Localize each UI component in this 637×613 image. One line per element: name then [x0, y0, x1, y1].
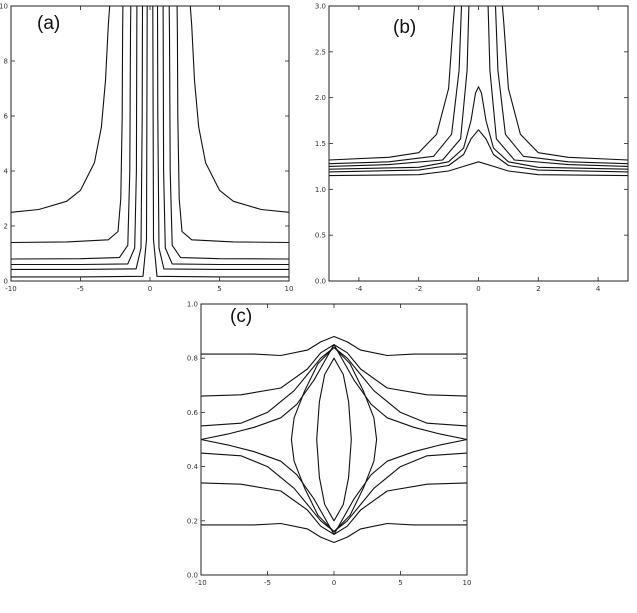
contour-line-b-1: [328, 5, 456, 161]
panel-label-a: (a): [37, 13, 60, 34]
y-tick-label-b: 1.5: [315, 140, 326, 148]
y-tick-label-b: 3.0: [315, 3, 326, 11]
contour-line-a-12: [152, 5, 290, 278]
x-tick-label-a: 5: [217, 285, 221, 293]
contour-line-a-5: [10, 5, 132, 260]
contour-line-c-9: [316, 357, 352, 522]
contour-line-a-1: [10, 5, 111, 213]
x-tick-label-b: 4: [596, 285, 601, 293]
contour-line-a-11: [10, 5, 148, 278]
curves-b: [328, 5, 629, 177]
x-tick-label-b: 2: [536, 285, 540, 293]
x-tick-label-c: 0: [332, 579, 336, 587]
y-tick-label-c: 0.6: [187, 409, 199, 417]
plot-frame-b: [328, 5, 629, 282]
x-tick-label-c: -10: [195, 579, 206, 587]
contour-line-a-6: [168, 5, 290, 260]
plot-frame-a: [10, 5, 290, 282]
contour-line-a-8: [162, 5, 290, 266]
curves-a: [10, 5, 290, 278]
contour-line-b-8: [328, 129, 629, 173]
curves-c: [200, 335, 468, 544]
y-tick-label-c: 1.0: [187, 301, 198, 309]
y-tick-label-b: 0.5: [315, 232, 326, 240]
contour-line-a-2: [189, 5, 290, 213]
x-tick-label-a: 10: [285, 285, 294, 293]
contour-line-c-2: [200, 522, 468, 544]
y-tick-label-b: 1.0: [315, 186, 326, 194]
y-tick-label-a: 10: [0, 3, 8, 11]
y-tick-label-a: 8: [4, 58, 8, 66]
contour-line-c-3: [200, 344, 468, 397]
x-tick-label-b: -4: [355, 285, 363, 293]
x-tick-label-c: 10: [463, 579, 472, 587]
contour-line-c-4: [200, 482, 468, 535]
contour-line-b-2: [501, 5, 629, 161]
x-tick-label-a: -10: [5, 285, 16, 293]
panel-b: -4 -2 0 2 4 0.0 0.5 1.0 1.5 2.0 2.5 3.0 (b): [315, 3, 629, 293]
contour-line-a-10: [156, 5, 290, 270]
y-tick-label-b: 2.5: [315, 48, 326, 56]
y-tick-label-b: 2.0: [315, 94, 326, 102]
x-tick-label-b: -2: [415, 285, 422, 293]
contour-line-a-9: [10, 5, 144, 270]
contour-line-a-4: [176, 5, 290, 244]
x-tick-label-c: -5: [264, 579, 271, 587]
x-tick-label-c: 5: [398, 579, 402, 587]
contour-line-a-7: [10, 5, 138, 266]
panel-label-c: (c): [230, 306, 252, 327]
contour-line-c-7: [200, 344, 468, 535]
y-tick-label-c: 0.2: [187, 517, 198, 525]
x-tick-label-a: 0: [148, 285, 152, 293]
x-tick-label-a: -5: [77, 285, 84, 293]
panel-a: -10 -5 0 5 10 0 2 4 6 8 10 (a): [0, 3, 293, 294]
contour-line-a-3: [10, 5, 124, 244]
y-tick-label-a: 0: [4, 278, 8, 286]
panel-label-b: (b): [393, 17, 416, 38]
y-tick-label-c: 0.4: [187, 463, 199, 471]
contour-line-b-7: [328, 86, 629, 170]
y-tick-label-a: 4: [4, 168, 9, 176]
x-tick-label-b: 0: [476, 285, 480, 293]
y-tick-label-a: 2: [4, 223, 8, 231]
contour-line-c-1: [200, 335, 468, 357]
contour-line-b-9: [328, 161, 629, 177]
y-tick-label-b: 0.0: [315, 278, 326, 286]
contour-line-b-4: [494, 5, 629, 165]
y-tick-label-a: 6: [4, 113, 9, 121]
contour-line-c-8: [290, 346, 378, 533]
panel-c: -10 -5 0 5 10 0.0 0.2 0.4 0.6 0.8 1.0 (c): [187, 301, 472, 588]
y-tick-label-c: 0.0: [187, 572, 198, 580]
y-tick-label-c: 0.8: [187, 355, 198, 363]
